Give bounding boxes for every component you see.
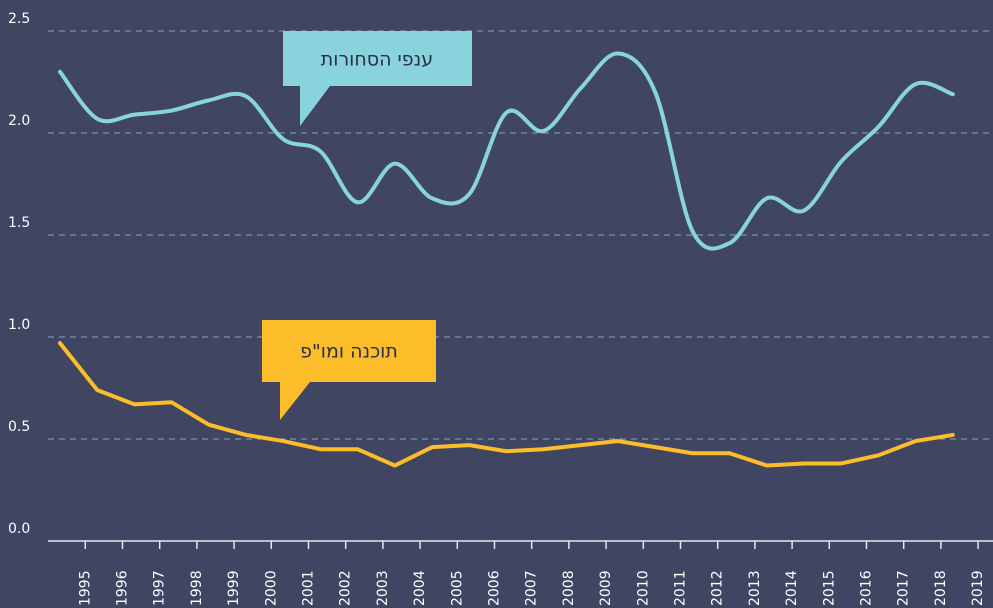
callout-box [262, 320, 436, 420]
callout-box [283, 31, 472, 126]
x-tick-label: 2002 [338, 570, 354, 606]
x-tick-label: 1995 [77, 570, 93, 606]
y-tick-label: 2.0 [8, 113, 30, 129]
x-tick-label: 2007 [524, 570, 540, 606]
series-line [58, 341, 955, 468]
x-tick-label: 2013 [747, 570, 763, 606]
x-tick-label: 1998 [189, 570, 205, 606]
x-tick-label: 2001 [300, 570, 316, 606]
x-tick-label: 2008 [561, 570, 577, 606]
series-label: תוכנה ומו"פ [300, 341, 398, 363]
x-tick-label: 2009 [598, 570, 614, 606]
x-tick-label: 2015 [821, 570, 837, 606]
x-tick-label: 1999 [226, 570, 242, 606]
x-tick-label: 2011 [672, 570, 688, 606]
y-tick-label: 1.0 [8, 317, 30, 333]
series-label: ענפי הסחורות [321, 49, 433, 71]
x-tick-label: 2000 [263, 570, 279, 606]
series-line [58, 51, 955, 251]
x-tick-label: 2019 [970, 570, 986, 606]
x-tick-label: 2017 [896, 570, 912, 606]
y-tick-label: 0.5 [8, 419, 30, 435]
x-tick-label: 2005 [449, 570, 465, 606]
x-tick-label: 2016 [858, 570, 874, 606]
callout-commodities: ענפי הסחורות [283, 31, 472, 126]
x-tick-label: 2003 [375, 570, 391, 606]
plot: 0.0 0.5 1.0 1.5 2.0 2.5 1995 1996 1997 1998 1999 20… [8, 11, 993, 606]
x-tick-label: 2006 [486, 570, 502, 606]
x-tick-label: 1997 [152, 570, 168, 606]
x-tick-label: 2004 [412, 570, 428, 606]
y-tick-label: 1.5 [8, 215, 30, 231]
y-tick-label: 0.0 [8, 521, 30, 537]
x-tick-label: 2010 [635, 570, 651, 606]
x-tick-label: 1996 [114, 570, 130, 606]
y-tick-label: 2.5 [8, 11, 30, 27]
callout-software: תוכנה ומו"פ [262, 320, 436, 420]
x-tick-label: 2012 [710, 570, 726, 606]
x-tick-label: 2018 [933, 570, 949, 606]
x-tick-label: 2014 [784, 570, 800, 606]
